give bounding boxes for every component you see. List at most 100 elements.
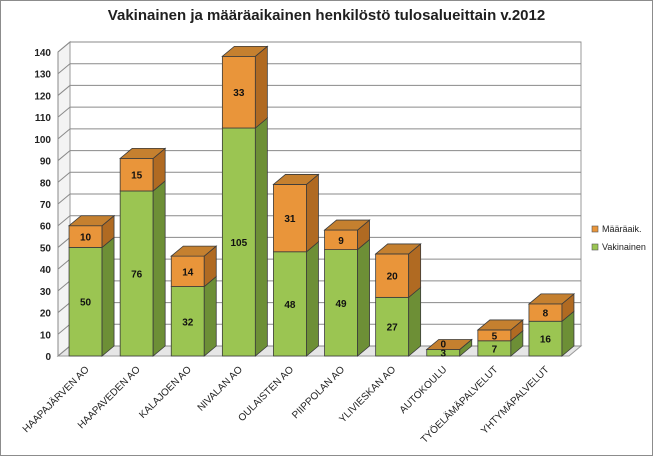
bar-segment [273,240,319,357]
gridline [57,150,581,161]
gridline [57,215,581,227]
data-label: 14 [182,267,194,278]
data-label: 33 [233,88,245,99]
category-label: OULAISTEN AO [236,364,296,424]
bar-segment [272,173,320,253]
y-tick-label: 110 [35,113,52,124]
bar-top [272,174,320,185]
data-label: 8 [543,309,549,320]
data-label: 20 [387,272,399,283]
category-label: KALAJOEN AO [137,364,194,421]
bar-segment [119,180,166,357]
bar-side [254,45,268,129]
data-label: 9 [338,236,344,247]
bar-front [68,247,103,357]
bar-top [323,219,371,231]
bar-front [324,249,358,357]
bar-front [273,184,307,253]
data-label: 50 [80,298,92,309]
y-tick-label: 80 [40,178,52,189]
legend: Määräaik. Vakinainen [591,224,646,252]
data-label: 49 [335,299,347,310]
y-tick-label: 0 [45,352,51,363]
data-label: 3 [440,349,446,360]
bar-side [101,236,115,357]
bar-segment [170,245,218,288]
category-label: NIVALAN AO [196,364,245,413]
category-label: PIIPPOLAN AO [290,364,347,421]
bar-side [254,117,268,357]
bar-segment [324,238,370,357]
bar-side [152,180,166,357]
bar-top [527,293,576,305]
bar-side [203,275,217,357]
y-tick-label: 120 [34,91,51,102]
category-label: YLIVIESKAN AO [337,364,398,425]
legend-swatch [591,243,599,251]
bar-top [170,245,218,257]
legend-label: Vakinainen [602,242,646,252]
bar-front [375,253,410,298]
data-label: 16 [540,335,552,346]
bar-segment [374,243,422,299]
bar-segment [67,214,116,249]
gridline [57,128,581,140]
gridline [57,84,581,96]
bar-segment [221,45,269,129]
bar-top [221,45,269,57]
bar-segment [527,293,576,323]
bar-segment [375,286,422,357]
y-tick-label: 50 [40,243,52,254]
gridline [57,41,581,53]
bar-segment [477,329,524,357]
data-label: 31 [284,214,296,225]
data-label: 7 [492,344,498,355]
bar-top [425,339,473,350]
bar-front [221,127,256,357]
bar-top [67,215,116,227]
bars [67,45,576,357]
bar-segment [425,339,473,350]
legend-swatch [591,225,599,233]
gridline [57,63,581,75]
data-label: 5 [492,331,498,342]
bar-segment [170,275,217,357]
category-label: AUTOKOULU [398,364,450,416]
y-tick-label: 130 [34,70,51,81]
bar-segment [68,236,115,357]
y-tick-label: 140 [34,48,51,59]
bar-top [119,147,167,159]
bar-side [408,286,422,357]
bar-segment [119,147,167,192]
bar-front [221,55,256,129]
y-tick-label: 70 [40,200,52,211]
y-tick-label: 60 [40,222,52,233]
bar-side [306,173,319,253]
bar-top [374,243,422,255]
gridline [57,106,581,118]
chart-title: Vakinainen ja määräaikainen henkilöstö t… [107,7,546,24]
y-axis-ticks: 0 10 20 30 40 50 60 70 80 90 100 110 120 130 140 [34,48,51,363]
data-label: 105 [231,238,248,249]
data-label: 15 [131,171,143,182]
bar-side [357,238,370,357]
gridline [57,171,581,183]
bar-segment [323,219,371,251]
bar-front [375,296,410,357]
y-tick-label: 40 [40,265,52,276]
bar-segment [476,319,524,342]
bar-front [170,286,205,357]
gridline [57,193,581,205]
data-label: 32 [182,317,194,328]
y-tick-label: 30 [40,287,52,298]
data-label: 76 [131,269,143,280]
bar-front [119,157,154,192]
y-tick-label: 90 [40,157,52,168]
y-tick-label: 20 [40,309,52,320]
y-tick-label: 100 [34,135,51,146]
data-labels: 50 10 76 15 32 14 105 33 48 31 49 9 27 20 30 7 5 16 8 [80,88,551,360]
bar-top [476,319,524,331]
